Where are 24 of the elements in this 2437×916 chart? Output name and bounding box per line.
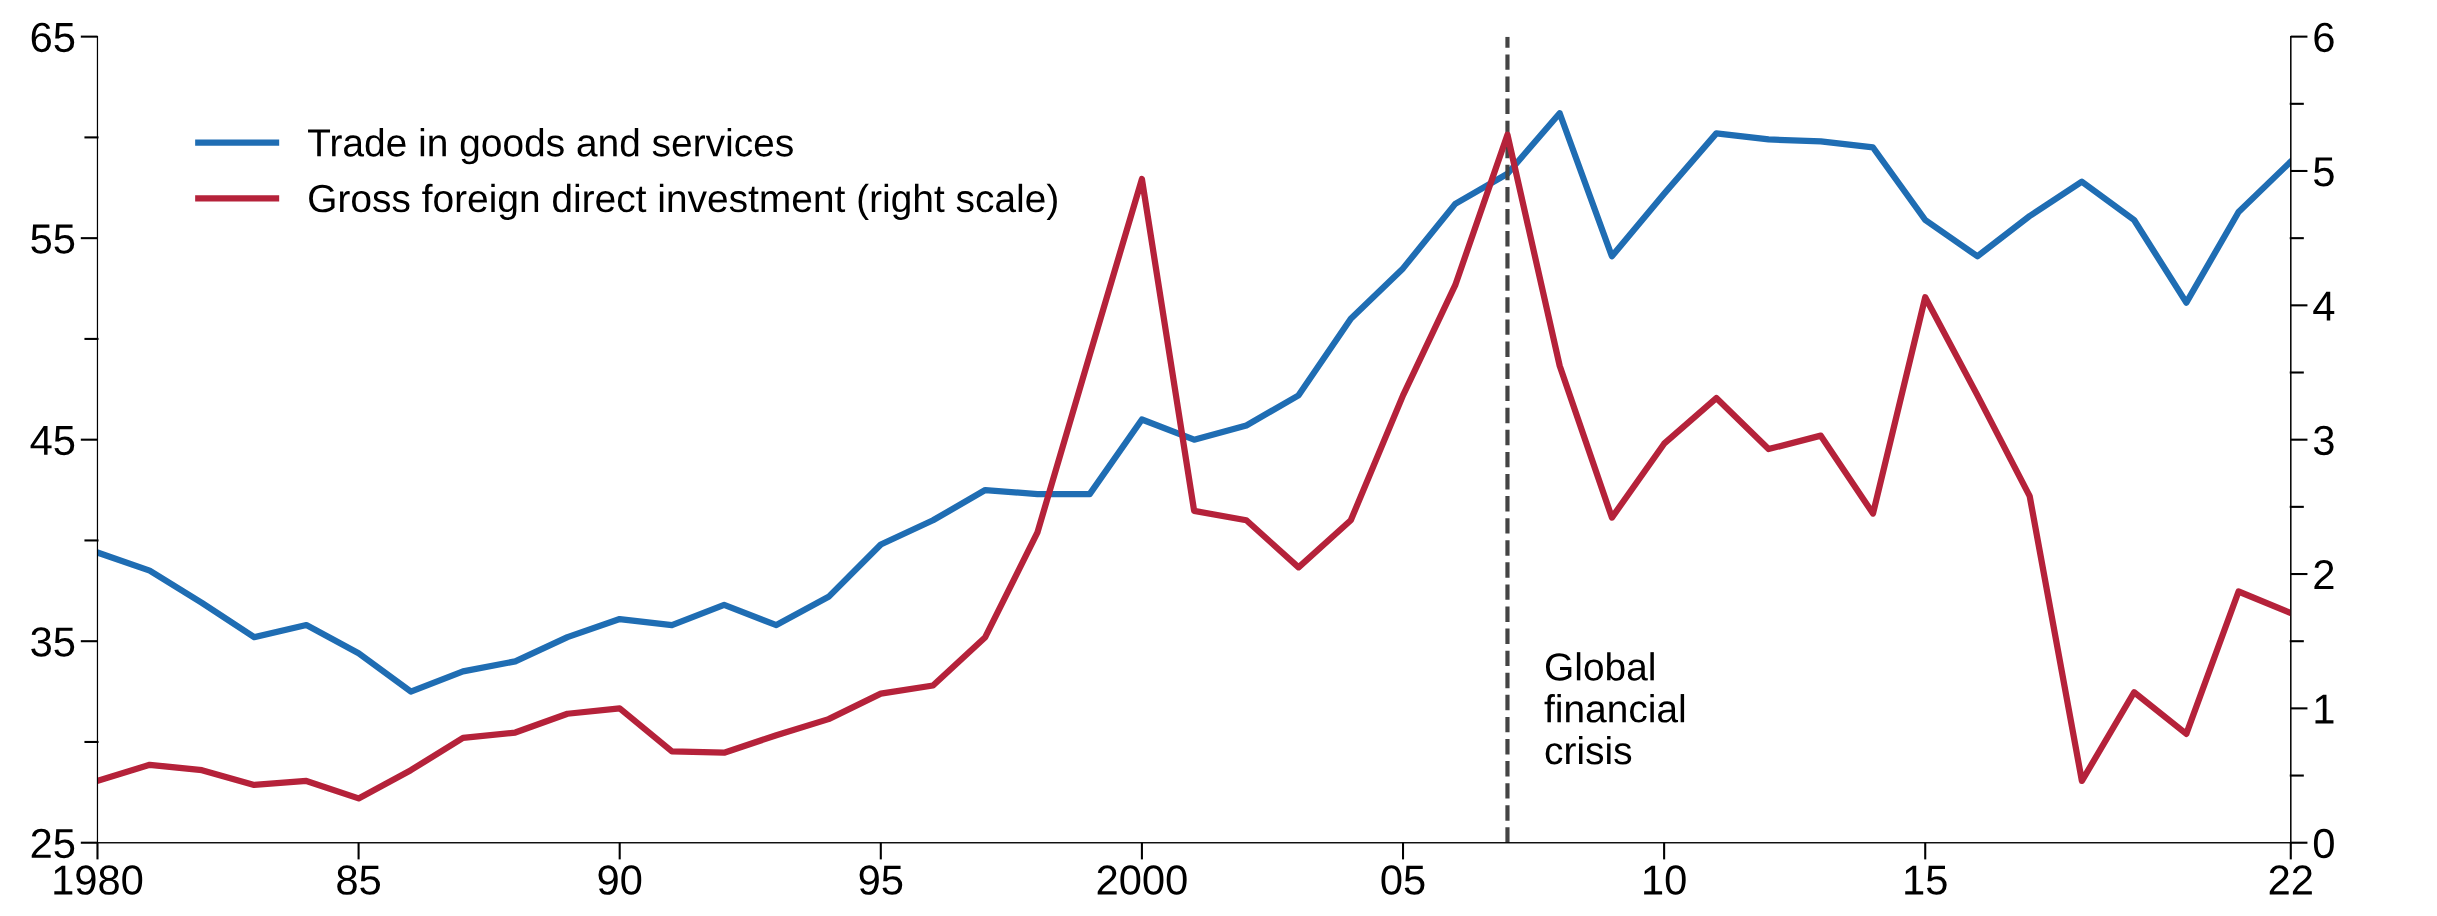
x-tick-label: 05: [1381, 865, 1425, 895]
y-tick-label: 55: [31, 224, 75, 254]
y2-tick-label: 4: [2313, 291, 2335, 321]
y-tick-label: 25: [31, 828, 75, 859]
x-tick-label: 1980: [54, 865, 143, 895]
ref-line-label: Global financial crisis: [1544, 652, 1685, 765]
x-tick-label: 95: [859, 865, 903, 895]
x-tick-label: 10: [1644, 865, 1686, 895]
y2-tick-label: 5: [2313, 157, 2334, 187]
x-tick-label: 15: [1905, 865, 1947, 895]
y-tick-label: 45: [30, 426, 75, 456]
y-tick-label: 65: [31, 22, 75, 53]
y2-tick-label: 6: [2314, 22, 2334, 53]
legend-label: Trade in goods and services: [308, 128, 793, 165]
x-tick-label: 22: [2269, 865, 2312, 895]
y2-tick-label: 3: [2313, 425, 2334, 456]
x-tick-label: 85: [337, 865, 381, 895]
y2-tick-label: 1: [2315, 694, 2334, 724]
y2-tick-label: 0: [2313, 828, 2334, 859]
x-tick-label: 2000: [1097, 865, 1187, 895]
y-tick-label: 35: [31, 627, 75, 657]
y2-tick-label: 2: [2314, 560, 2334, 590]
legend-label: Gross foreign direct investment (right scale): [309, 183, 1057, 221]
x-tick-label: 90: [598, 865, 642, 895]
